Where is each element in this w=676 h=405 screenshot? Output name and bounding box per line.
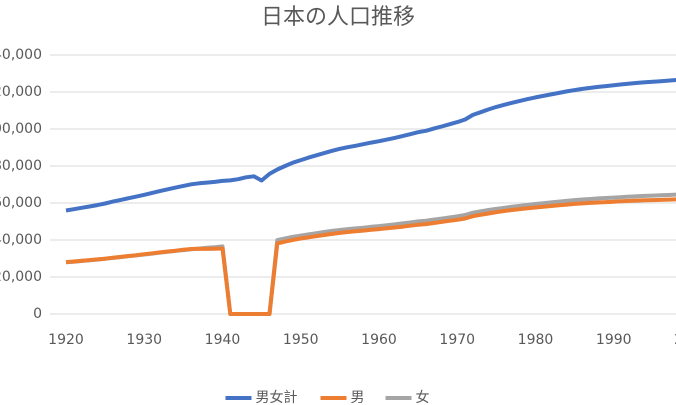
x-tick-label: 2000 <box>674 332 676 348</box>
x-tick-label: 1970 <box>439 332 475 348</box>
series-line <box>65 78 676 213</box>
y-tick-label: 120,000 <box>0 84 42 100</box>
x-tick-label: 1960 <box>361 332 397 348</box>
chart-title: 日本の人口推移 <box>261 5 415 30</box>
y-tick-label: 20,000 <box>0 269 42 285</box>
series-line <box>65 197 676 316</box>
y-tick-label: 40,000 <box>0 232 42 248</box>
x-tick-label: 1930 <box>126 332 162 348</box>
x-tick-label: 1920 <box>48 332 84 348</box>
x-tick-label: 1980 <box>518 332 554 348</box>
legend-label: 男女計 <box>256 389 298 405</box>
y-tick-label: 60,000 <box>0 195 42 211</box>
legend-label: 男 <box>351 390 365 405</box>
y-tick-label: 100,000 <box>0 121 42 137</box>
y-tick-label: 140,000 <box>0 47 42 63</box>
x-tick-label: 1950 <box>283 332 319 348</box>
legend-label: 女 <box>416 389 430 405</box>
y-tick-label: 0 <box>33 306 42 322</box>
y-tick-label: 80,000 <box>0 158 42 174</box>
x-tick-label: 1940 <box>205 332 241 348</box>
x-tick-label: 1990 <box>596 332 632 348</box>
